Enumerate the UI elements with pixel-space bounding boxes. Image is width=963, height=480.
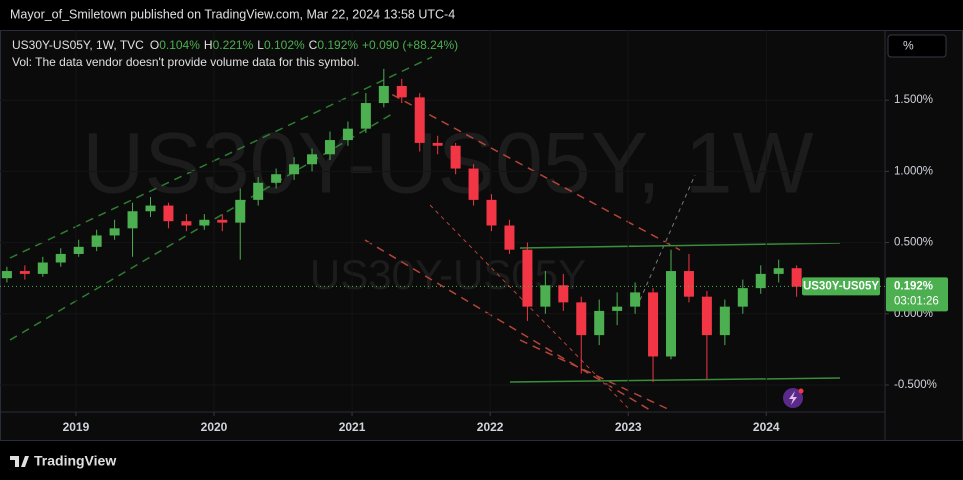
trend-line: [519, 242, 841, 249]
x-tick-label: 2022: [477, 420, 504, 434]
footer-bar: [0, 441, 963, 480]
candle-body: [37, 262, 48, 274]
candle-body: [504, 225, 515, 250]
legend-key: L: [257, 38, 264, 52]
countdown: 03:01:26: [894, 295, 939, 307]
candle-body: [181, 221, 192, 226]
watermark: US30Y-US05Y, 1W: [82, 116, 813, 212]
candle-body: [486, 199, 497, 226]
candle-body: [127, 211, 138, 229]
candle-body: [342, 128, 353, 141]
legend-value: 0.102%: [264, 38, 305, 52]
legend: US30Y-US05Y, 1W, TVC O0.104% H0.221% L0.102…: [12, 38, 458, 52]
legend-change: +0.090 (+88.24%): [362, 38, 458, 52]
unit-button-label[interactable]: %: [903, 39, 914, 53]
candle-body: [755, 273, 766, 289]
candle-body: [665, 271, 676, 357]
legend-value: 0.192%: [317, 38, 358, 52]
candle-body: [360, 103, 371, 129]
candle-body: [558, 285, 569, 303]
candle-body: [683, 271, 694, 297]
candle-body: [1, 271, 12, 279]
candle-body: [235, 199, 246, 223]
candle-body: [594, 310, 605, 336]
candle-body: [576, 302, 587, 336]
candle-body: [289, 164, 300, 175]
price-label-box: [886, 277, 948, 312]
footer-logo: [10, 456, 29, 467]
candle-body: [253, 182, 264, 200]
candle-body: [737, 288, 748, 307]
legend-value: 0.221%: [213, 38, 254, 52]
candle-body: [91, 235, 102, 247]
x-tick-label: 2020: [201, 420, 228, 434]
candle-body: [109, 228, 120, 236]
candle-body: [378, 85, 389, 104]
candle-body: [791, 268, 802, 287]
candle-body: [163, 205, 174, 222]
symbol-label-box: [802, 277, 880, 296]
trend-line: [509, 377, 841, 383]
candle-body: [719, 306, 730, 336]
y-tick-label: 1.000%: [894, 165, 933, 177]
candle-body: [522, 249, 533, 307]
volume-note: Vol: The data vendor doesn't provide vol…: [12, 55, 360, 69]
candle-body: [19, 271, 30, 274]
symbol-label: US30Y-US05Y: [803, 280, 879, 292]
candle-body: [307, 154, 318, 165]
candle-body: [540, 285, 551, 307]
icon-dot: [798, 388, 804, 394]
y-tick-label: 0.500%: [894, 237, 933, 249]
candle-body: [612, 306, 623, 311]
trend-line: [379, 87, 681, 251]
candle-body: [701, 296, 712, 336]
candle-body: [145, 205, 156, 212]
legend-key: O: [150, 38, 159, 52]
icon-bolt: [789, 391, 797, 405]
candle-body: [199, 219, 210, 226]
candle-body: [324, 140, 335, 155]
trend-line: [639, 174, 696, 301]
x-tick-label: 2021: [339, 420, 366, 434]
symbol-line: US30Y-US05Y, 1W, TVC: [12, 38, 144, 52]
candle-body: [450, 145, 461, 169]
candle-body: [468, 168, 479, 200]
watermark-small: US30Y-US05Y: [310, 251, 586, 298]
legend-key: H: [204, 38, 213, 52]
candle-body: [217, 219, 228, 223]
y-tick-label: -0.500%: [894, 379, 937, 391]
candle-body: [414, 97, 425, 143]
legend-value: 0.104%: [159, 38, 200, 52]
x-tick-label: 2024: [753, 420, 780, 434]
legend-key: C: [309, 38, 318, 52]
y-tick-label: 1.500%: [894, 94, 933, 106]
chart-frame: [0, 30, 963, 441]
footer-text: TradingView: [34, 453, 116, 469]
candle-body: [73, 246, 84, 254]
header-text: Mayor_of_Smiletown published on TradingV…: [10, 7, 455, 21]
trend-line: [9, 56, 433, 259]
price-label: 0.192%: [894, 280, 933, 292]
candle-body: [773, 268, 784, 274]
candle-body: [432, 142, 443, 146]
candle-body: [648, 292, 659, 357]
candle-body: [55, 253, 66, 263]
candle-body: [630, 292, 641, 307]
x-tick-label: 2023: [615, 420, 642, 434]
candle-body: [396, 85, 407, 98]
x-tick-label: 2019: [63, 420, 90, 434]
unit-button[interactable]: [887, 34, 947, 58]
candle-body: [271, 174, 282, 183]
candles: [0, 30, 885, 412]
